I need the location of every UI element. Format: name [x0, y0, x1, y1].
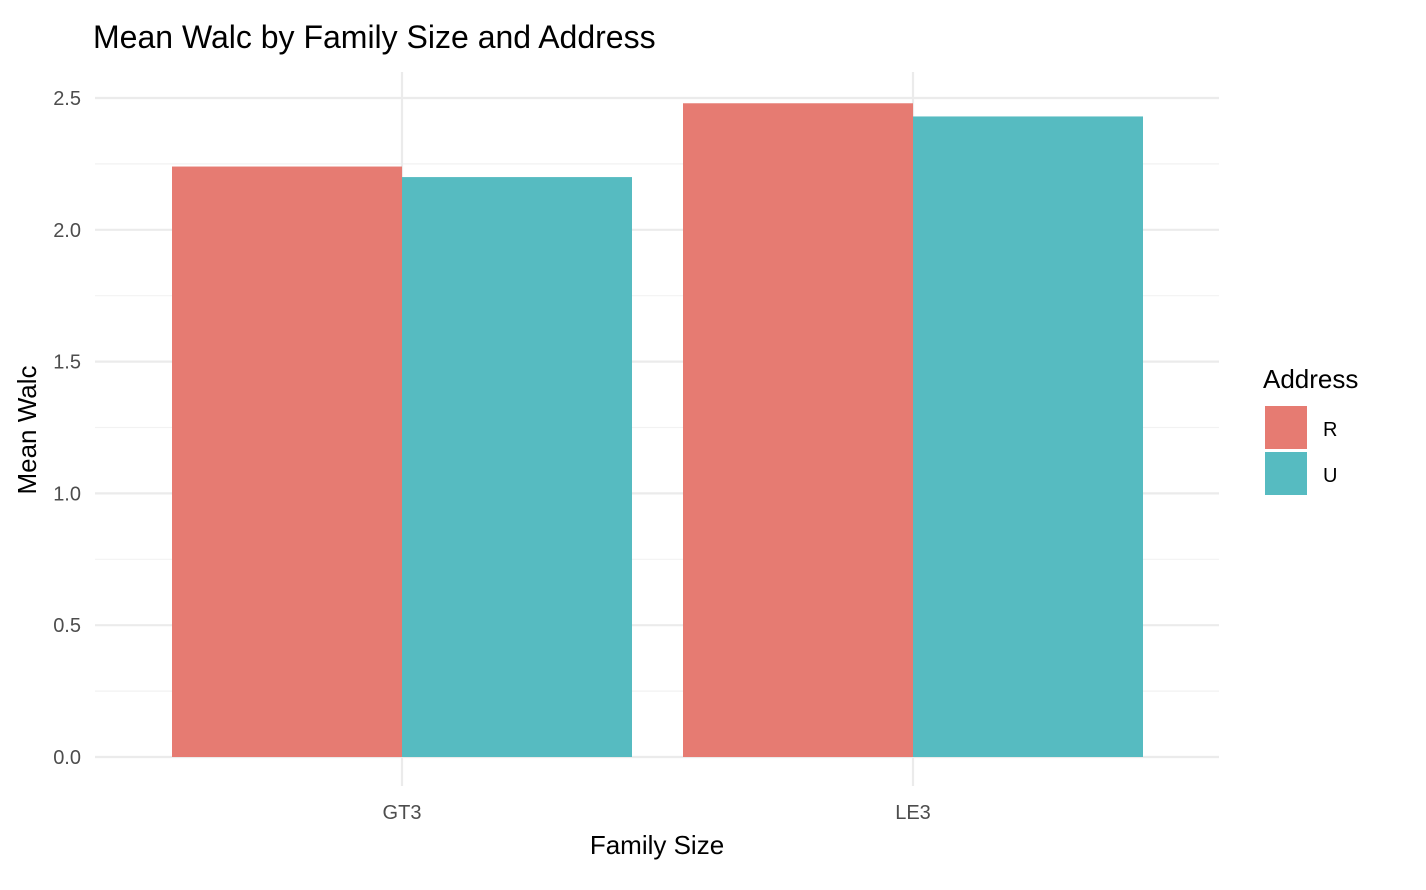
chart-title: Mean Walc by Family Size and Address — [93, 19, 656, 55]
y-axis-ticks: 0.0 0.5 1.0 1.5 2.0 2.5 — [53, 88, 81, 769]
y-tick-label: 1.5 — [53, 352, 81, 374]
x-axis-ticks: GT3 LE3 — [383, 802, 931, 824]
legend-items: RU — [1265, 406, 1337, 495]
legend-key-r — [1265, 406, 1307, 449]
legend-label-u: U — [1323, 465, 1337, 487]
y-tick-label: 0.5 — [53, 615, 81, 637]
y-tick-label: 1.0 — [53, 483, 81, 505]
y-tick-label: 2.5 — [53, 88, 81, 110]
x-tick-label: GT3 — [383, 802, 422, 824]
legend-label-r: R — [1323, 419, 1337, 441]
bar-u-le3 — [913, 116, 1143, 757]
legend-key-u — [1265, 452, 1307, 495]
bar-r-le3 — [683, 103, 913, 758]
y-tick-label: 2.0 — [53, 220, 81, 242]
x-tick-label: LE3 — [895, 802, 931, 824]
bars-layer — [172, 103, 1143, 758]
bar-r-gt3 — [172, 166, 402, 757]
x-axis-title: Family Size — [590, 830, 724, 860]
legend: Address RU — [1263, 364, 1358, 495]
legend-title: Address — [1263, 364, 1358, 394]
y-axis-title: Mean Walc — [12, 365, 42, 494]
bar-u-gt3 — [402, 177, 632, 757]
y-tick-label: 0.0 — [53, 747, 81, 769]
